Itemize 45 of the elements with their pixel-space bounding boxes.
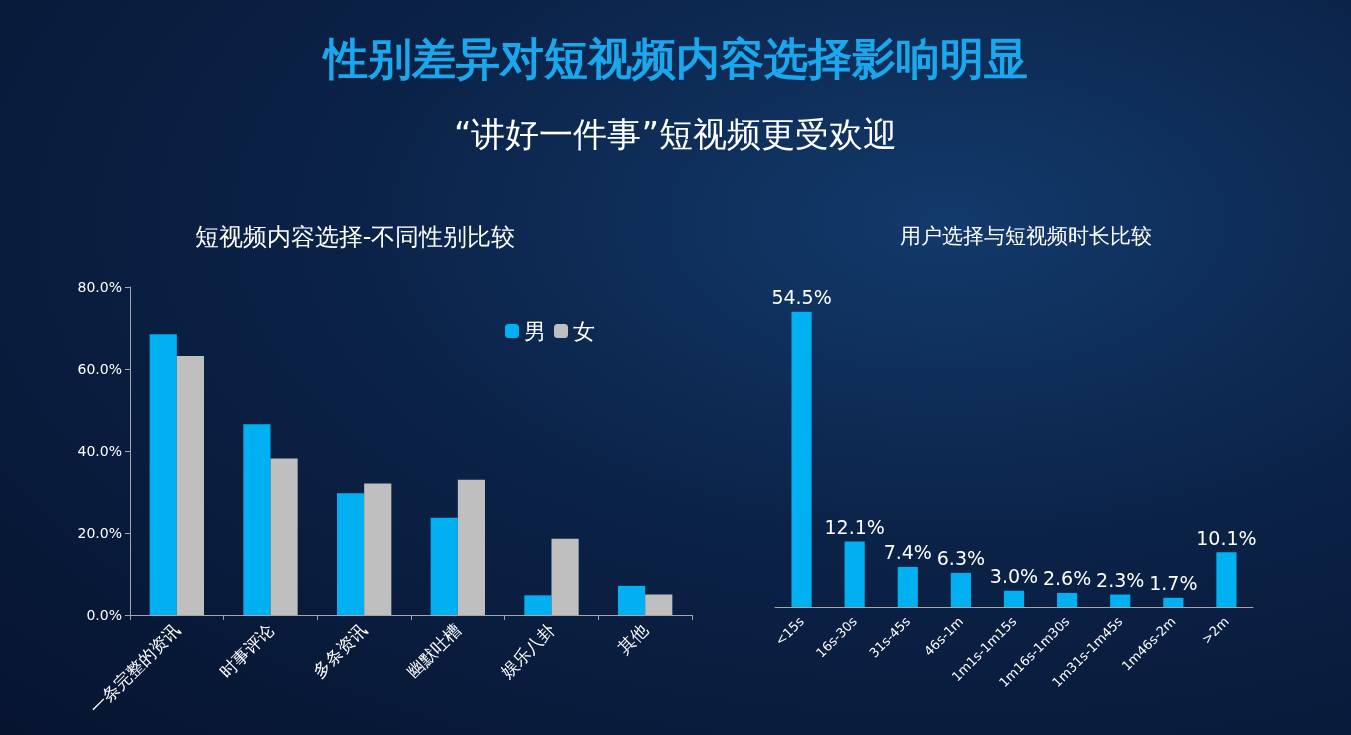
bar	[645, 594, 673, 615]
y-tick-label: 20.0%	[77, 525, 122, 541]
bar	[950, 572, 971, 607]
bar	[618, 585, 646, 615]
data-label: 54.5%	[771, 286, 832, 309]
text: “讲好一件事”短视频更受欢迎	[452, 113, 899, 156]
bar	[524, 595, 552, 615]
x-tick-label: 幽默吐槽	[402, 619, 465, 683]
bar	[364, 483, 392, 615]
data-label: 10.1%	[1196, 526, 1257, 549]
x-tick-label: 多条资讯	[309, 619, 372, 683]
bar	[1003, 590, 1025, 607]
bar	[1110, 594, 1131, 607]
bar	[1163, 597, 1184, 607]
data-label: 6.3%	[936, 547, 986, 570]
data-label: 1.7%	[1149, 572, 1198, 595]
y-tick-label: 60.0%	[77, 361, 122, 377]
bar	[457, 479, 485, 615]
data-label: 7.4%	[883, 541, 932, 564]
bar	[149, 334, 177, 615]
legend-label: 男	[524, 318, 546, 344]
bar	[551, 538, 579, 615]
data-label: 3.0%	[989, 565, 1039, 588]
x-tick-label: 其他	[614, 619, 653, 659]
data-label: 12.1%	[824, 515, 885, 538]
bar	[844, 541, 865, 607]
data-label: 2.6%	[1042, 567, 1092, 590]
bar	[791, 311, 812, 607]
bar	[1057, 592, 1078, 607]
legend-label: 女	[573, 318, 595, 344]
bar	[337, 493, 365, 615]
chart-title: 短视频内容选择-不同性别比较	[194, 223, 516, 251]
bar	[897, 566, 918, 607]
x-tick-label: 时事评论	[215, 619, 278, 683]
x-tick-label: 娱乐八卦	[496, 619, 559, 683]
data-label: 2.3%	[1096, 569, 1145, 592]
bar	[1216, 552, 1237, 607]
bar	[176, 355, 204, 615]
bar	[430, 517, 458, 615]
text: 性别差异对短视频内容选择影响明显	[321, 32, 1029, 86]
chart-title: 用户选择与短视频时长比较	[899, 223, 1152, 248]
bar	[243, 424, 271, 615]
y-tick-label: 40.0%	[77, 443, 122, 459]
y-tick-label: 80.0%	[77, 279, 122, 295]
bar	[270, 458, 298, 615]
